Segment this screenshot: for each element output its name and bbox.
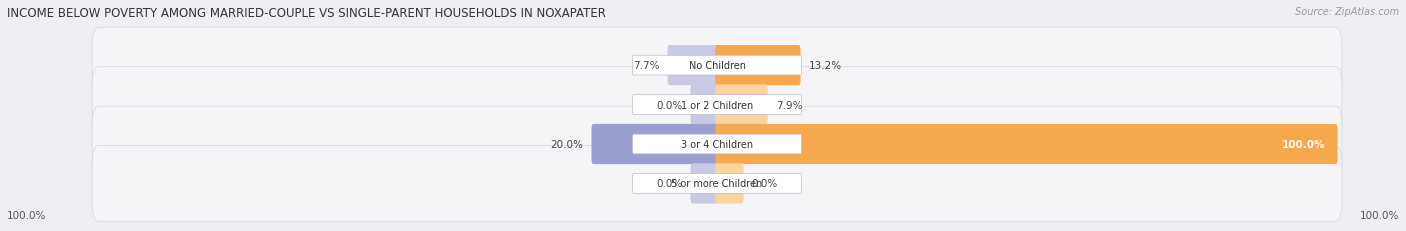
- FancyBboxPatch shape: [716, 85, 768, 125]
- Text: 3 or 4 Children: 3 or 4 Children: [681, 139, 754, 149]
- Text: 13.2%: 13.2%: [808, 61, 842, 71]
- Text: INCOME BELOW POVERTY AMONG MARRIED-COUPLE VS SINGLE-PARENT HOUSEHOLDS IN NOXAPAT: INCOME BELOW POVERTY AMONG MARRIED-COUPL…: [7, 7, 606, 20]
- FancyBboxPatch shape: [633, 174, 801, 194]
- Text: 0.0%: 0.0%: [657, 100, 682, 110]
- FancyBboxPatch shape: [93, 107, 1341, 182]
- Text: 0.0%: 0.0%: [657, 179, 682, 189]
- FancyBboxPatch shape: [93, 146, 1341, 221]
- FancyBboxPatch shape: [716, 164, 744, 204]
- Text: 0.0%: 0.0%: [752, 179, 778, 189]
- FancyBboxPatch shape: [93, 67, 1341, 143]
- Text: 20.0%: 20.0%: [551, 139, 583, 149]
- Text: Source: ZipAtlas.com: Source: ZipAtlas.com: [1295, 7, 1399, 17]
- Text: 5 or more Children: 5 or more Children: [672, 179, 762, 189]
- Text: 100.0%: 100.0%: [7, 210, 46, 220]
- FancyBboxPatch shape: [633, 95, 801, 115]
- Text: 7.9%: 7.9%: [776, 100, 803, 110]
- FancyBboxPatch shape: [716, 124, 1337, 164]
- FancyBboxPatch shape: [633, 134, 801, 154]
- FancyBboxPatch shape: [592, 124, 718, 164]
- Text: 100.0%: 100.0%: [1360, 210, 1399, 220]
- Text: 100.0%: 100.0%: [1282, 139, 1326, 149]
- Text: 1 or 2 Children: 1 or 2 Children: [681, 100, 754, 110]
- FancyBboxPatch shape: [690, 164, 718, 204]
- Text: No Children: No Children: [689, 61, 745, 71]
- Text: 7.7%: 7.7%: [633, 61, 659, 71]
- FancyBboxPatch shape: [690, 85, 718, 125]
- FancyBboxPatch shape: [668, 46, 718, 86]
- FancyBboxPatch shape: [633, 56, 801, 76]
- FancyBboxPatch shape: [93, 28, 1341, 103]
- FancyBboxPatch shape: [716, 46, 800, 86]
